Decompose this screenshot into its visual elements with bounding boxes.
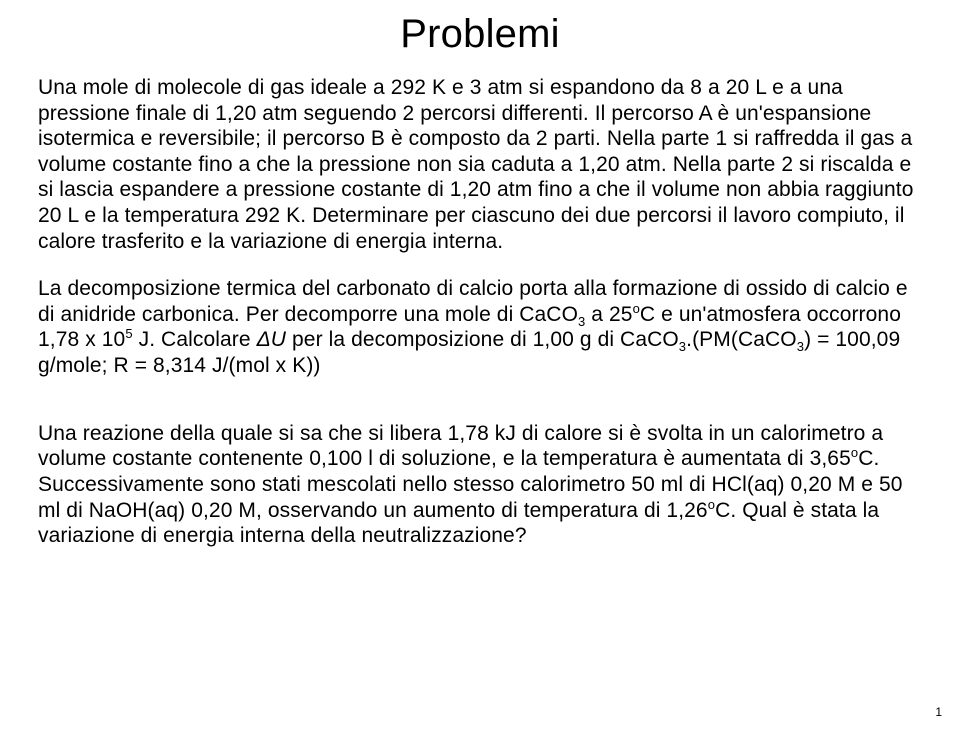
- page-title: Problemi: [38, 12, 922, 57]
- problem-3: Una reazione della quale si sa che si li…: [38, 421, 922, 549]
- problem-2-sub3: 3: [797, 340, 804, 355]
- page-number: 1: [935, 705, 942, 719]
- problem-3-text-a: Una reazione della quale si sa che si li…: [38, 422, 883, 471]
- document-page: Problemi Una mole di molecole di gas ide…: [0, 0, 960, 559]
- problem-2-text-d: J. Calcolare: [133, 328, 257, 351]
- problem-2-sup1: o: [633, 301, 640, 316]
- problem-2-sup2: 5: [125, 326, 132, 341]
- problem-2-delta: ΔU: [257, 328, 286, 351]
- problem-3-sup2: o: [708, 497, 715, 512]
- problem-2-text-e: per la decomposizione di 1,00 g di CaCO: [286, 328, 679, 351]
- problem-2: La decomposizione termica del carbonato …: [38, 276, 922, 378]
- problem-2-text-f: .(PM(CaCO: [686, 328, 797, 351]
- problem-2-text-b: a 25: [585, 303, 632, 326]
- problem-1: Una mole di molecole di gas ideale a 292…: [38, 75, 922, 254]
